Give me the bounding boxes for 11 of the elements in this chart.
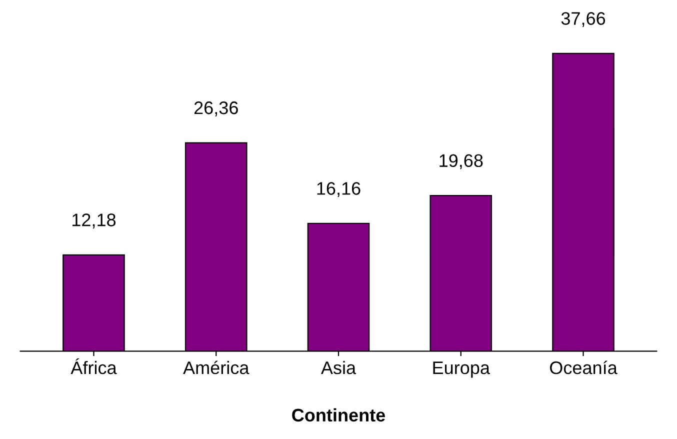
x-tick-label: Oceanía xyxy=(550,360,618,374)
x-tick-label: América xyxy=(183,360,250,374)
data-label: 19,68 xyxy=(440,154,483,170)
x-axis-title: Continente xyxy=(292,408,386,422)
data-label: 12,18 xyxy=(72,214,116,228)
x-tick-label: Europa xyxy=(433,362,490,378)
x-tick-label: África xyxy=(70,358,117,374)
data-label: 37,66 xyxy=(561,12,606,28)
data-label: 26,36 xyxy=(194,101,238,116)
x-tick-label: Asia xyxy=(320,360,356,374)
data-label: 16,16 xyxy=(317,182,360,197)
